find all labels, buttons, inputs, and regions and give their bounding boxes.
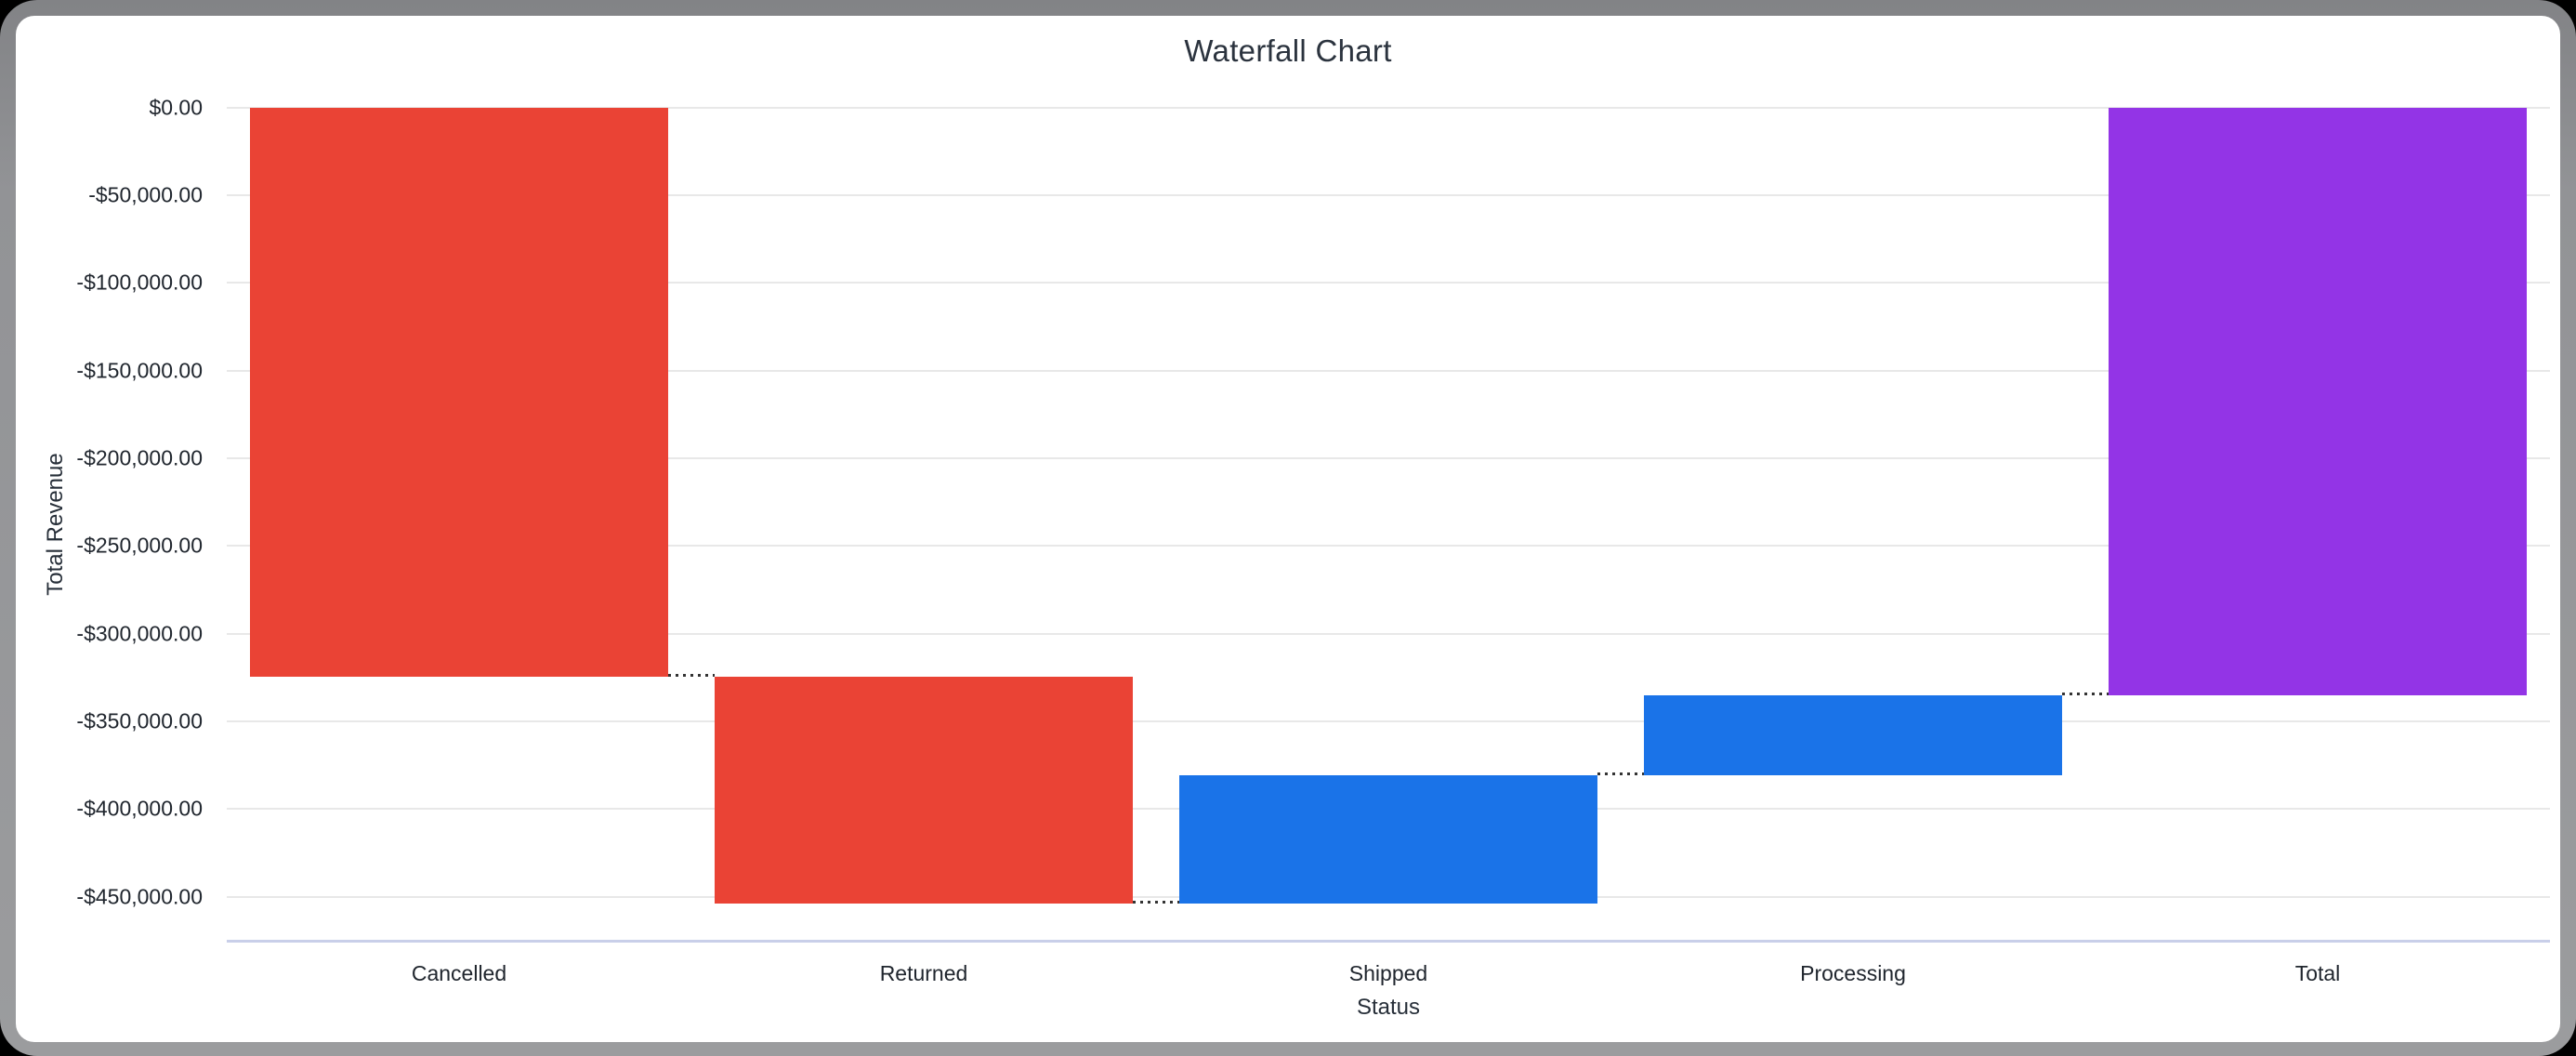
gridline [227,720,2550,723]
y-tick-label: -$200,000.00 [76,445,203,470]
chart-title: Waterfall Chart [1184,33,1392,68]
connector-line [668,673,715,677]
x-axis-title: Status [1356,995,1421,1020]
x-category-label: Processing [1800,961,1906,985]
gridline [227,632,2550,635]
y-tick-label: -$300,000.00 [76,621,203,646]
y-axis-title: Total Revenue [43,453,68,596]
x-axis-baseline [227,940,2550,943]
y-tick-label: -$250,000.00 [76,533,203,558]
x-category-label: Total [2294,961,2341,985]
y-tick-label: -$50,000.00 [88,182,203,207]
connector-line [1597,772,1644,775]
y-tick-label: -$350,000.00 [76,708,203,733]
x-category-label: Cancelled [411,961,507,985]
waterfall-bar-returned[interactable] [715,676,1133,904]
gridline [227,545,2550,548]
waterfall-bar-processing[interactable] [1644,694,2062,775]
y-tick-label: $0.00 [149,95,203,119]
y-tick-label: -$400,000.00 [76,796,203,821]
waterfall-bar-total[interactable] [2109,107,2527,695]
gridline [227,369,2550,372]
gridline [227,193,2550,196]
y-tick-label: -$150,000.00 [76,358,203,383]
y-tick-label: -$100,000.00 [76,270,203,295]
gridline [227,282,2550,284]
gridline [227,456,2550,459]
waterfall-bar-shipped[interactable] [1179,774,1597,904]
y-tick-label: -$450,000.00 [76,884,203,909]
x-category-label: Shipped [1348,961,1428,985]
x-category-label: Returned [879,961,968,985]
waterfall-bar-cancelled[interactable] [250,107,668,677]
connector-line [1133,901,1179,904]
gridline [227,106,2550,109]
connector-line [2062,692,2109,695]
